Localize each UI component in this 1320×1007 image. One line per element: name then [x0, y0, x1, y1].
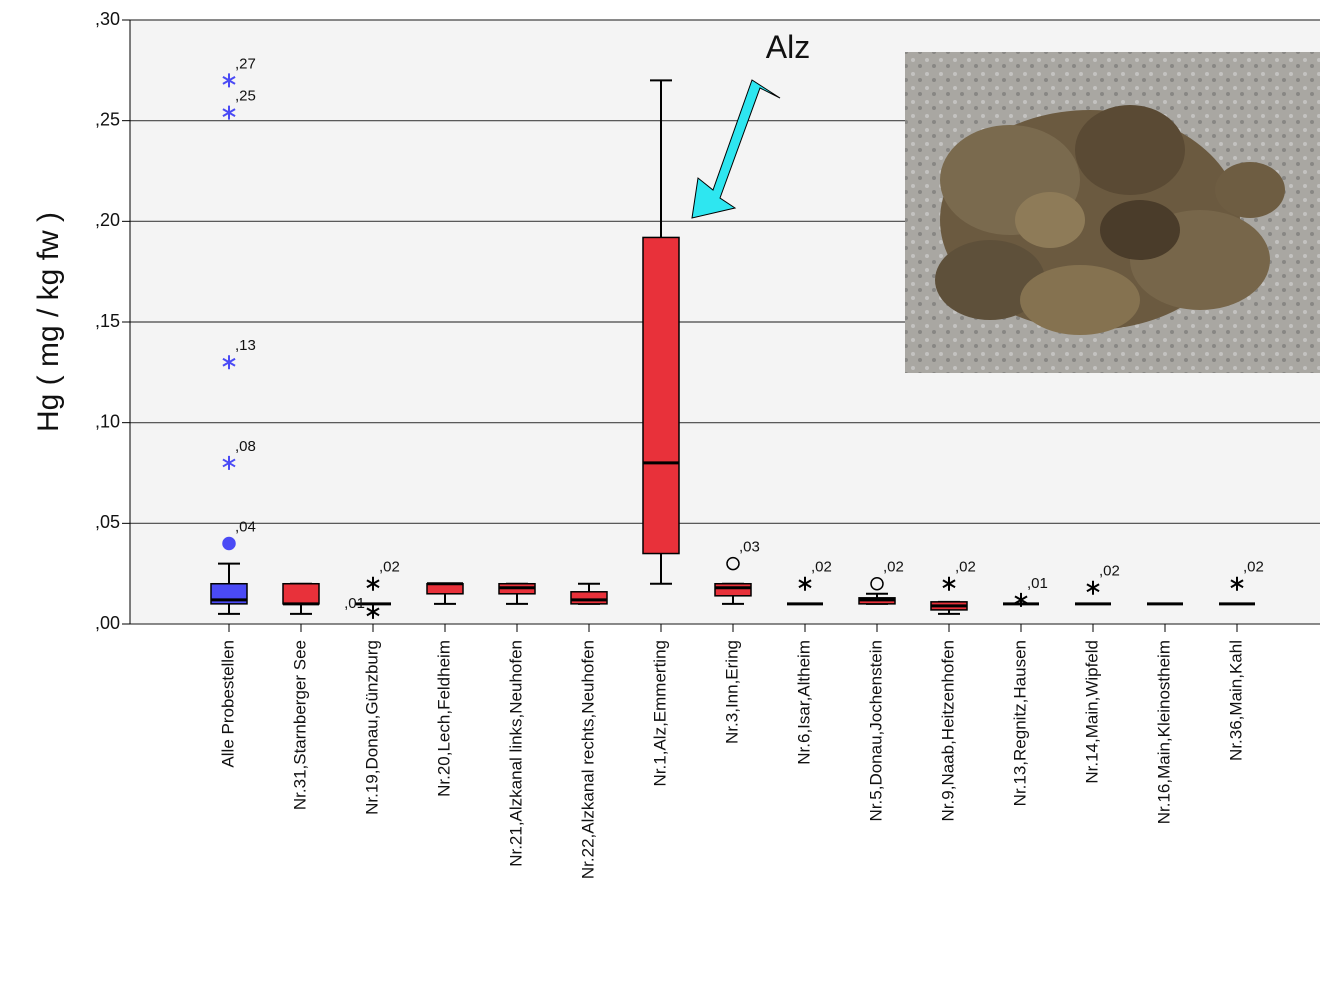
mussel-photo: [905, 52, 1320, 373]
x-tick-label: Nr.14,Main,Wipfeld: [1082, 640, 1101, 784]
y-tick-label: ,00: [95, 613, 120, 633]
y-tick-label: ,10: [95, 411, 120, 431]
outlier-label: ,02: [955, 559, 976, 576]
outlier-label: ,02: [379, 559, 400, 576]
y-tick-label: ,20: [95, 210, 120, 230]
x-tick-label: Nr.1,Alz,Emmerting: [650, 640, 669, 786]
x-tick-label: Nr.36,Main,Kahl: [1226, 640, 1245, 761]
outlier: [223, 537, 235, 549]
outlier-label: ,02: [1243, 559, 1264, 576]
x-tick-label: Nr.16,Main,Kleinostheim: [1154, 640, 1173, 824]
y-tick-label: ,15: [95, 311, 120, 331]
box: [283, 584, 319, 604]
box: [427, 584, 463, 594]
x-tick-label: Nr.31,Starnberger See: [290, 640, 309, 810]
y-tick-label: ,30: [95, 9, 120, 29]
outlier-label: ,01: [344, 595, 365, 612]
box: [571, 592, 607, 604]
x-tick-label: Nr.5,Donau,Jochenstein: [866, 640, 885, 821]
x-tick-label: Nr.19,Donau,Günzburg: [362, 640, 381, 815]
box: [715, 584, 751, 596]
outlier-label: ,08: [235, 438, 256, 455]
outlier-label: ,01: [1027, 575, 1048, 592]
x-tick-label: Nr.9,Naab,Heitzenhofen: [938, 640, 957, 821]
x-tick-label: Nr.3,Inn,Ering: [722, 640, 741, 744]
x-tick-label: Nr.22,Alzkanal rechts,Neuhofen: [578, 640, 597, 879]
outlier-label: ,02: [1099, 563, 1120, 580]
x-tick-label: Nr.20,Lech,Feldheim: [434, 640, 453, 797]
x-tick-label: Nr.13,Regnitz,Hausen: [1010, 640, 1029, 806]
y-tick-label: ,05: [95, 512, 120, 532]
outlier-label: ,13: [235, 337, 256, 354]
x-tick-label: Nr.6,Isar,Altheim: [794, 640, 813, 765]
chart: ,00 ,05 ,10 ,15 ,20 ,25 ,30 Alle Probestellen,…: [0, 0, 1320, 1007]
y-tick-label: ,25: [95, 109, 120, 129]
annotation: Alz: [766, 29, 810, 65]
outlier-label: ,04: [235, 518, 256, 535]
outlier-label: ,25: [235, 88, 256, 105]
x-tick-label: Alle Probestellen: [218, 640, 237, 768]
outlier-label: ,27: [235, 55, 256, 72]
box: [643, 237, 679, 553]
outlier-label: ,02: [883, 559, 904, 576]
outlier-label: ,03: [739, 539, 760, 556]
x-tick-label: Nr.21,Alzkanal links,Neuhofen: [506, 640, 525, 867]
y-axis-label: Hg ( mg / kg fw ): [32, 212, 65, 432]
outlier-label: ,02: [811, 559, 832, 576]
